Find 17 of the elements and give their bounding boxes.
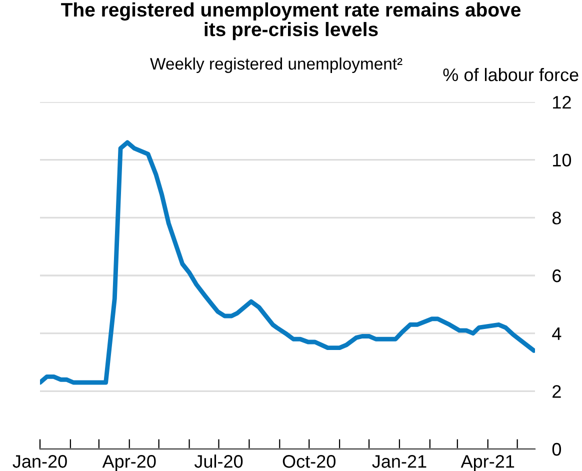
y-tick-label: 0	[552, 442, 561, 456]
chart-subtitle: Weekly registered unemployment²	[150, 57, 402, 74]
y-tick-label: 8	[552, 212, 561, 224]
y-tick-label: 2	[552, 385, 561, 398]
x-tick-label: Apr-20	[102, 455, 156, 471]
y-axis-title: % of labour force	[443, 68, 578, 82]
y-tick-label: 10	[553, 154, 572, 167]
x-tick-label: Jul-20	[194, 454, 243, 468]
y-tick-label: 4	[552, 327, 562, 340]
x-tick-label: Jan-21	[372, 455, 426, 468]
x-tick-label: Jan-20	[12, 455, 67, 468]
y-tick-label: 12	[553, 96, 571, 109]
x-tick-label: Apr-21	[460, 455, 514, 471]
x-tick-label: Oct-20	[282, 455, 336, 468]
chart-title: The registered unemployment rate remains above its pre-crisis levels	[61, 2, 521, 40]
y-tick-label: 6	[552, 269, 561, 282]
line-series	[40, 140, 535, 385]
